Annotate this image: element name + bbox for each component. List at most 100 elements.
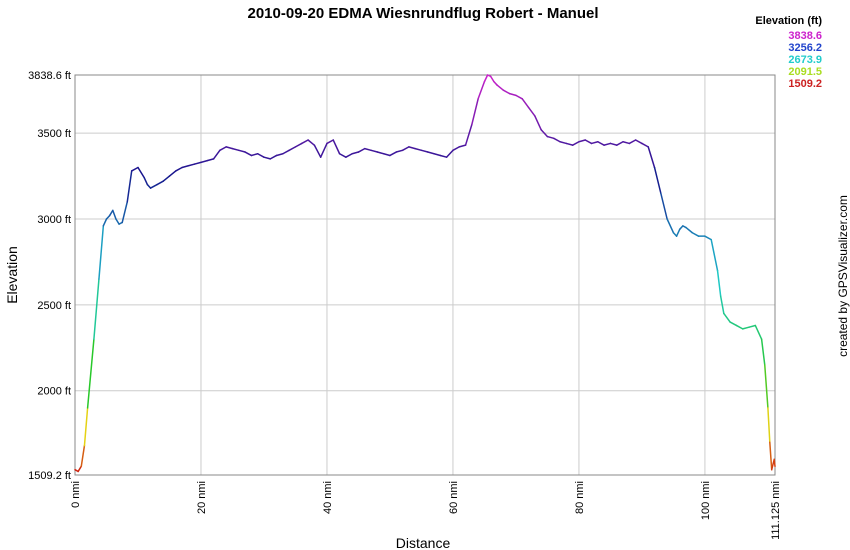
elevation-segment [716, 269, 722, 298]
legend-entry: 2673.9 [788, 54, 822, 66]
elevation-segment [483, 74, 489, 83]
elevation-segment [93, 278, 100, 340]
elevation-segment [540, 128, 549, 138]
elevation-segment [98, 225, 105, 280]
elevation-segment [578, 139, 586, 143]
elevation-segment [534, 115, 542, 131]
elevation-segment [666, 218, 675, 234]
y-tick-label: 2000 ft [37, 386, 71, 398]
elevation-segment [452, 146, 460, 152]
elevation-segment [603, 142, 612, 146]
elevation-segment [414, 147, 423, 152]
elevation-segment [565, 142, 574, 146]
y-axis-ticks: 1509.2 ft 2000 ft 2500 ft 3000 ft 3500 ft 383… [28, 70, 71, 482]
y-tick-label: 3838.6 ft [28, 70, 71, 82]
elevation-segment [773, 458, 776, 468]
elevation-segment [130, 166, 139, 172]
elevation-segment [231, 147, 240, 152]
elevation-segment [590, 140, 599, 145]
elevation-segment [200, 159, 209, 164]
elevation-segment [86, 338, 95, 409]
elevation-segment [420, 149, 429, 153]
elevation-segment [126, 170, 133, 203]
elevation-segment [496, 84, 505, 91]
legend-entry: 3256.2 [788, 42, 822, 54]
y-tick-label: 3500 ft [37, 128, 71, 140]
elevation-segment [307, 139, 316, 146]
elevation-segment [401, 146, 410, 152]
elevation-segment [710, 238, 719, 272]
elevation-segment [408, 146, 416, 150]
y-tick-label: 2500 ft [37, 300, 71, 312]
elevation-segment [653, 166, 662, 194]
elevation-segment [389, 151, 398, 157]
elevation-segment [370, 149, 379, 153]
elevation-segment [357, 147, 366, 153]
elevation-segment [527, 106, 536, 117]
elevation-segment [559, 140, 568, 145]
elevation-segment [445, 149, 454, 158]
elevation-segment [748, 324, 757, 328]
elevation-segment [175, 166, 183, 172]
elevation-segment [477, 80, 486, 100]
elevation-segment [691, 231, 700, 237]
elevation-segment [250, 153, 259, 157]
elevation-segment [723, 312, 731, 323]
elevation-segment [162, 175, 171, 182]
elevation-segment [439, 154, 448, 158]
elevation-segment [108, 209, 114, 217]
elevation-segment [146, 183, 152, 189]
elevation-segment [660, 192, 668, 220]
elevation-segment [301, 139, 309, 145]
x-tick-label: 80 nmi [574, 481, 586, 514]
elevation-segment [115, 218, 120, 225]
elevation-segment [647, 146, 656, 169]
y-tick-label: 3000 ft [37, 214, 71, 226]
legend: Elevation (ft) 3838.63256.22673.92091.51… [755, 15, 822, 90]
elevation-segment [332, 139, 341, 155]
elevation-segment [615, 140, 624, 146]
legend-entry: 2091.5 [788, 66, 822, 78]
credit-text: created by GPSVisualizer.com [836, 195, 850, 357]
elevation-segment [767, 407, 771, 443]
elevation-segment [427, 151, 435, 155]
x-tick-label: 100 nmi [700, 481, 712, 520]
elevation-segment [219, 146, 227, 152]
elevation-segment [521, 98, 530, 109]
elevation-segment [112, 209, 117, 220]
elevation-segment [206, 158, 215, 162]
elevation-segment [121, 201, 129, 224]
legend-entry: 3838.6 [788, 30, 822, 42]
elevation-segment [288, 146, 297, 152]
x-axis-ticks: 0 nmi 20 nmi 40 nmi 60 nmi 80 nmi 100 nmi 111.… [70, 481, 782, 540]
legend-entry: 1509.2 [788, 78, 822, 90]
elevation-segment [382, 153, 391, 157]
elevation-segment [729, 321, 738, 327]
elevation-segment [678, 225, 684, 231]
elevation-segment [263, 156, 272, 160]
elevation-segment [552, 137, 561, 143]
elevation-segment [294, 142, 303, 148]
elevation-segment [769, 441, 773, 471]
elevation-segment [244, 151, 253, 157]
elevation-segment [137, 166, 146, 179]
elevation-segment [395, 149, 404, 153]
elevation-segment [741, 326, 750, 330]
elevation-segment [493, 80, 498, 86]
elevation-segment [345, 153, 353, 158]
elevation-segment [168, 170, 177, 177]
elevation-segment [83, 407, 89, 447]
elevation-segment [502, 89, 511, 95]
x-tick-label: 40 nmi [322, 481, 334, 514]
x-tick-label: 111.125 nmi [770, 481, 782, 540]
elevation-segment [704, 235, 712, 241]
y-tick-label: 1509.2 ft [28, 470, 71, 482]
elevation-segment [464, 123, 473, 146]
elevation-segment [458, 144, 467, 148]
elevation-segment [80, 444, 86, 468]
elevation-segment [319, 142, 328, 158]
elevation-segment [490, 75, 495, 83]
elevation-segment [326, 139, 335, 145]
x-axis-label: Distance [396, 535, 451, 550]
